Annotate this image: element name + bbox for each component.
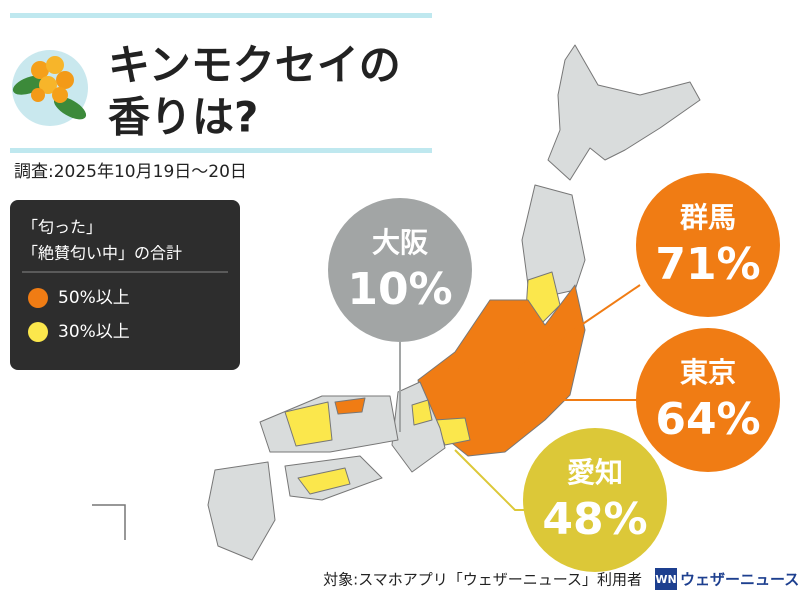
callout-prefecture: 愛知 <box>567 456 623 489</box>
flower-icon <box>12 50 88 126</box>
brand-name: ウェザーニュース <box>680 571 799 589</box>
callout-value: 48% <box>542 494 647 545</box>
leader-line <box>517 284 641 369</box>
yellow-region <box>284 401 333 447</box>
callout-prefecture: 東京 <box>680 356 736 389</box>
brand-logo-mark: WN <box>655 573 676 586</box>
callout-value: 64% <box>655 394 760 445</box>
legend-swatch <box>28 288 48 308</box>
legend-label: 50%以上 <box>58 288 130 308</box>
callout-circle <box>523 428 667 572</box>
footer-target: 対象:スマホアプリ「ウェザーニュース」利用者 <box>323 571 642 589</box>
legend-heading: 「匂った」 <box>22 218 102 237</box>
orange-region <box>334 397 366 415</box>
legend-heading: 「絶賛匂い中」の合計 <box>22 244 182 263</box>
callout-prefecture: 大阪 <box>372 226 428 259</box>
legend-box <box>10 200 240 370</box>
survey-date: 調査:2025年10月19日〜20日 <box>14 162 247 182</box>
callout-value: 10% <box>347 264 452 315</box>
callout-prefecture: 群馬 <box>680 201 736 234</box>
kyushu <box>207 461 276 561</box>
legend-label: 30%以上 <box>58 322 130 342</box>
map <box>92 44 701 561</box>
header-rule <box>10 13 432 18</box>
brand-logo <box>655 568 677 590</box>
title: キンモクセイの <box>108 41 401 90</box>
callout-circle <box>636 173 780 317</box>
callout-circle <box>636 328 780 472</box>
callout-value: 71% <box>655 239 760 290</box>
title: 香りは? <box>108 93 258 142</box>
legend-swatch <box>28 322 48 342</box>
callout-circle <box>328 198 472 342</box>
hokkaido <box>547 44 701 181</box>
leader-line <box>454 449 530 511</box>
header-rule <box>10 148 432 153</box>
yellow-region <box>411 399 433 426</box>
yellow-region <box>297 467 351 495</box>
okinawa-frame <box>92 504 126 540</box>
kinki <box>391 381 446 473</box>
